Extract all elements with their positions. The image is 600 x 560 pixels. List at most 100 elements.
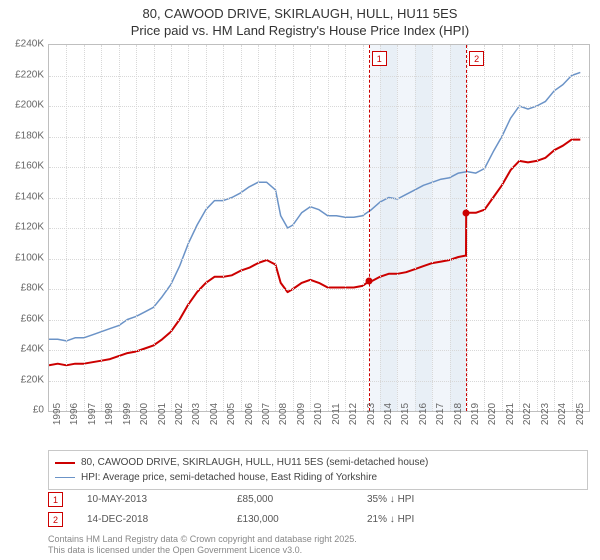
annotation-price: £130,000 [237,514,367,525]
annotation-row-1: 1 10-MAY-2013 £85,000 35% ↓ HPI [48,492,588,507]
x-axis-label: 2005 [226,403,237,425]
y-axis-label: £220K [15,69,44,80]
gridline-v [206,45,207,411]
series-price_paid [49,140,580,366]
event-marker-label: 2 [469,51,484,66]
gridline-v [502,45,503,411]
gridline-v [328,45,329,411]
gridline-v [136,45,137,411]
gridline-v [415,45,416,411]
y-axis-label: £80K [21,283,44,294]
gridline-v [154,45,155,411]
x-axis-label: 2007 [261,403,272,425]
x-axis-label: 2016 [418,403,429,425]
annotation-pct: 35% ↓ HPI [367,494,414,505]
gridline-v [241,45,242,411]
x-axis-label: 1996 [69,403,80,425]
x-axis-label: 2015 [400,403,411,425]
legend-swatch [55,462,75,464]
chart-title: 80, CAWOOD DRIVE, SKIRLAUGH, HULL, HU11 … [0,0,600,40]
x-axis-label: 2000 [139,403,150,425]
gridline-v [519,45,520,411]
gridline-v [84,45,85,411]
x-axis-label: 2020 [487,403,498,425]
x-axis-label: 2018 [453,403,464,425]
y-axis-label: £200K [15,100,44,111]
x-axis-label: 2002 [174,403,185,425]
x-axis-label: 2013 [366,403,377,425]
chart-container: 80, CAWOOD DRIVE, SKIRLAUGH, HULL, HU11 … [0,0,600,560]
y-axis-label: £60K [21,313,44,324]
sale-point [365,278,372,285]
y-axis-label: £0 [33,405,44,416]
x-axis-label: 2014 [383,403,394,425]
title-line-2: Price paid vs. HM Land Registry's House … [0,23,600,40]
x-axis-label: 2017 [435,403,446,425]
legend-item-hpi: HPI: Average price, semi-detached house,… [55,470,581,485]
x-axis-label: 2009 [296,403,307,425]
gridline-v [171,45,172,411]
x-axis-label: 2023 [540,403,551,425]
legend-item-price: 80, CAWOOD DRIVE, SKIRLAUGH, HULL, HU11 … [55,455,581,470]
footer-line-2: This data is licensed under the Open Gov… [48,545,357,556]
x-axis-label: 2011 [331,403,342,425]
gridline-v [554,45,555,411]
gridline-v [397,45,398,411]
x-axis-label: 1999 [122,403,133,425]
annotation-date: 10-MAY-2013 [87,494,237,505]
x-axis-label: 2010 [313,403,324,425]
y-axis-label: £120K [15,222,44,233]
gridline-h [49,259,589,260]
gridline-v [119,45,120,411]
y-axis-label: £240K [15,39,44,50]
x-axis-label: 2019 [470,403,481,425]
event-marker-line [369,45,370,411]
legend-swatch [55,477,75,478]
gridline-v [188,45,189,411]
legend-label: 80, CAWOOD DRIVE, SKIRLAUGH, HULL, HU11 … [81,455,428,470]
annotation-date: 14-DEC-2018 [87,514,237,525]
event-marker-label: 1 [372,51,387,66]
gridline-v [293,45,294,411]
gridline-v [537,45,538,411]
gridline-v [275,45,276,411]
gridline-h [49,320,589,321]
x-axis-label: 2025 [575,403,586,425]
sale-point [463,209,470,216]
series-hpi [49,72,580,341]
x-axis-label: 2008 [278,403,289,425]
gridline-h [49,106,589,107]
y-axis-label: £180K [15,130,44,141]
gridline-v [363,45,364,411]
y-axis-label: £20K [21,374,44,385]
x-axis-label: 2022 [522,403,533,425]
gridline-v [572,45,573,411]
x-axis-label: 2024 [557,403,568,425]
gridline-v [258,45,259,411]
annotation-price: £85,000 [237,494,367,505]
annotation-pct: 21% ↓ HPI [367,514,414,525]
y-axis-label: £160K [15,161,44,172]
gridline-h [49,350,589,351]
gridline-v [345,45,346,411]
gridline-h [49,289,589,290]
x-axis-label: 2003 [191,403,202,425]
y-axis-label: £40K [21,344,44,355]
gridline-h [49,76,589,77]
title-line-1: 80, CAWOOD DRIVE, SKIRLAUGH, HULL, HU11 … [0,6,600,23]
gridline-h [49,198,589,199]
gridline-v [101,45,102,411]
x-axis-label: 2006 [244,403,255,425]
event-marker-line [466,45,467,411]
gridline-v [467,45,468,411]
x-axis-label: 2021 [505,403,516,425]
gridline-v [484,45,485,411]
y-axis-label: £140K [15,191,44,202]
legend-label: HPI: Average price, semi-detached house,… [81,470,377,485]
x-axis-label: 1997 [87,403,98,425]
gridline-h [49,167,589,168]
x-axis-label: 2004 [209,403,220,425]
annotation-marker: 2 [48,512,63,527]
gridline-h [49,228,589,229]
legend: 80, CAWOOD DRIVE, SKIRLAUGH, HULL, HU11 … [48,450,588,490]
